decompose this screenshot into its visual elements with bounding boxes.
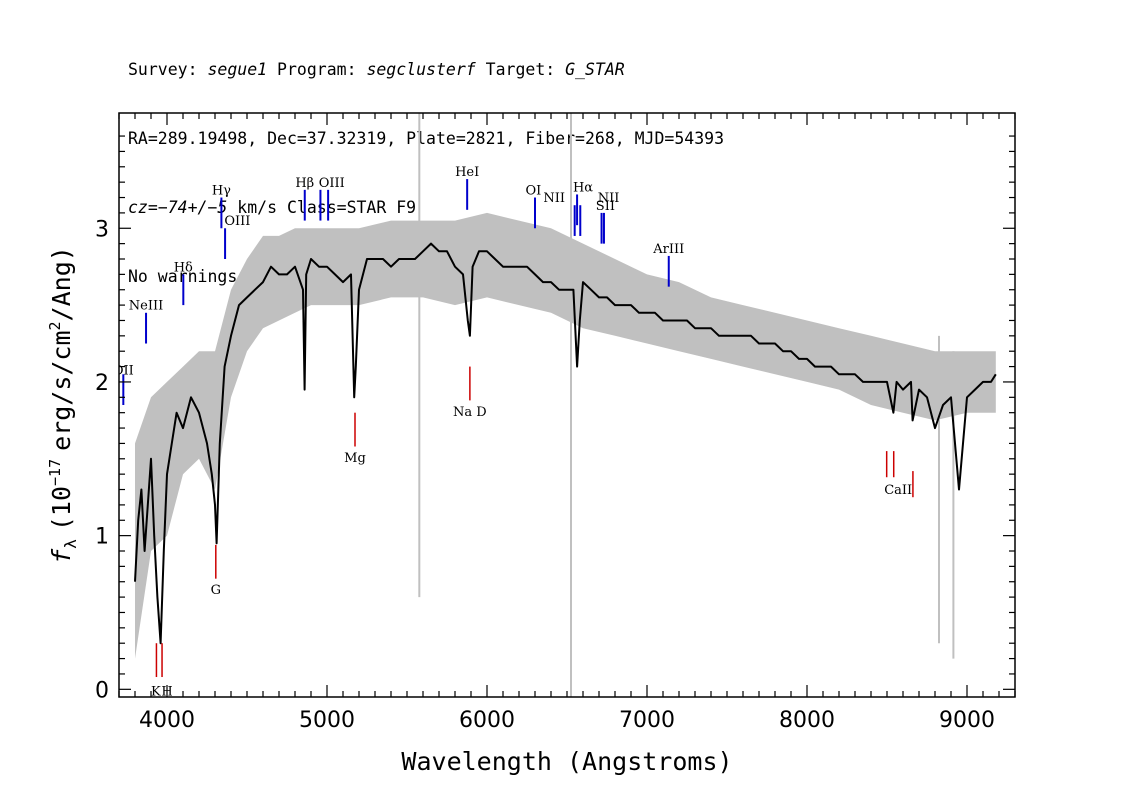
absorption-label-2: G xyxy=(211,583,221,598)
emission-label-5: Hβ xyxy=(295,176,314,191)
emission-label-12: SII xyxy=(596,199,615,214)
survey-label: Survey: xyxy=(128,60,208,79)
emission-label-8: OI xyxy=(526,183,542,198)
program-label: Program: xyxy=(267,60,367,79)
ticks-layer: 4000 5000 6000 7000 8000 9000 0 1 2 3 xyxy=(95,113,1016,733)
emission-label-4: OIII xyxy=(224,214,250,229)
line-markers-layer xyxy=(122,179,914,678)
emission-label-13: ArIII xyxy=(652,242,684,257)
emission-label-6: OIII xyxy=(319,176,345,191)
emission-label-9: NII xyxy=(543,191,565,206)
cz-value: −74+/−5 xyxy=(157,198,228,217)
spectrum-line xyxy=(134,242,997,645)
error-band-layer xyxy=(135,212,996,659)
header-line-1: Survey: segue1 Program: segclusterf Targ… xyxy=(128,58,724,81)
y-title-sub: λ xyxy=(61,539,80,549)
y-tick-label-2: 2 xyxy=(95,371,109,396)
absorption-label-4: Na D xyxy=(453,405,487,420)
y-tick-label-0: 0 xyxy=(95,678,109,703)
target-label: Target: xyxy=(475,60,566,79)
target-value: G_STAR xyxy=(565,60,625,79)
absorption-label-3: Mg xyxy=(344,451,366,466)
emission-label-0: OII xyxy=(113,363,134,378)
emission-label-2: Hδ xyxy=(174,260,193,275)
y-title-exp2: 2 xyxy=(46,321,64,330)
x-tick-label-4000: 4000 xyxy=(139,708,195,733)
error-band xyxy=(135,212,996,659)
emission-label-10: Hα xyxy=(573,180,593,195)
x-tick-label-7000: 7000 xyxy=(619,708,675,733)
header-line-2: RA=289.19498, Dec=37.32319, Plate=2821, … xyxy=(128,129,725,148)
y-title-f: f xyxy=(47,548,76,564)
y-tick-label-1: 1 xyxy=(95,525,109,550)
y-title-units: erg/s/cm xyxy=(47,330,76,450)
emission-label-11: NII xyxy=(598,191,620,206)
header-line-3: cz=−74+/−5 km/s Class=STAR F9 xyxy=(128,196,724,219)
emission-label-3: Hγ xyxy=(212,183,231,198)
y-title-exp: −17 xyxy=(46,459,64,486)
spectrum-header: Survey: segue1 Program: segclusterf Targ… xyxy=(128,12,724,311)
header-line-4: No warnings. xyxy=(128,267,248,286)
absorption-label-5: CaII xyxy=(884,483,912,498)
y-tick-label-3: 3 xyxy=(95,217,109,242)
spectrum-layer xyxy=(134,242,997,645)
emission-label-7: HeI xyxy=(455,165,479,180)
class-text: km/s Class=STAR F9 xyxy=(227,198,417,217)
y-axis-title: fλ (10−17 erg/s/cm2/Ang) xyxy=(46,246,80,564)
sky-spike-layer xyxy=(418,113,955,697)
program-value: segclusterf xyxy=(366,60,476,79)
x-tick-label-9000: 9000 xyxy=(939,708,995,733)
absorption-label-0: K xyxy=(151,684,161,699)
y-title-end: /Ang) xyxy=(47,246,76,321)
survey-value: segue1 xyxy=(207,60,268,79)
y-title-main: (10 xyxy=(47,486,76,531)
x-tick-label-6000: 6000 xyxy=(459,708,515,733)
x-tick-label-5000: 5000 xyxy=(299,708,355,733)
x-axis-title: Wavelength (Angstroms) xyxy=(401,747,732,776)
emission-label-1: NeIII xyxy=(129,299,163,314)
x-tick-label-8000: 8000 xyxy=(779,708,835,733)
cz-label: cz= xyxy=(128,198,158,217)
